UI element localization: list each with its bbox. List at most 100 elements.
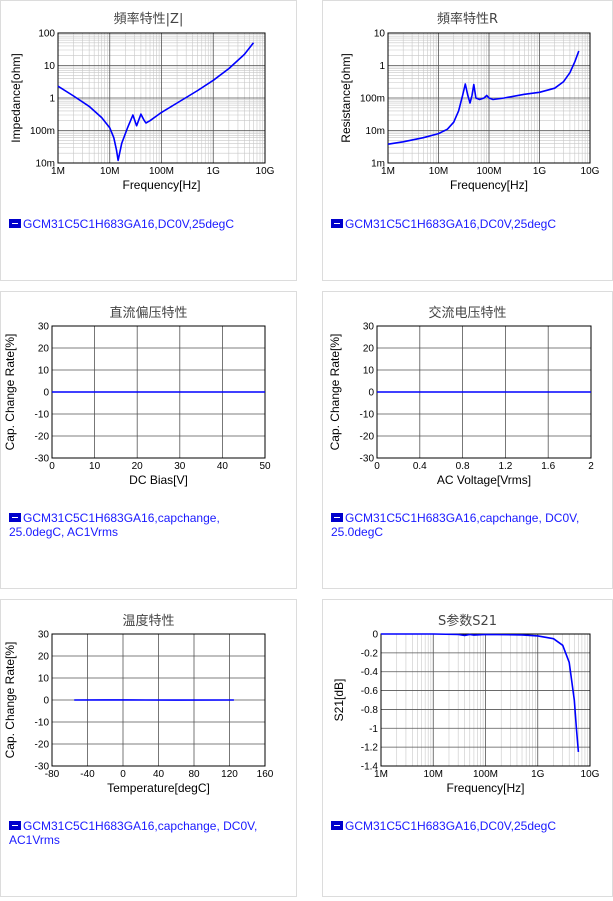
- x-tick-label: 10G: [256, 166, 275, 177]
- x-tick-label: 20: [132, 461, 144, 472]
- y-tick-label: 10: [38, 674, 50, 685]
- chart-r: 1M 10M 100M 1G 10G 1m 10m 100m 1 10 Frequency[Hz] R…: [339, 29, 600, 193]
- legend-s21[interactable]: GCM31C5C1H683GA16,DC0V,25degC: [331, 819, 556, 833]
- y-tick-label: -20: [35, 740, 50, 751]
- chart-z: 1M 10M 100M 1G 10G 10m 100m 1 10 100 Frequency[Hz]…: [9, 29, 275, 193]
- y-tick-label: 20: [38, 344, 50, 355]
- plot-frame: [57, 32, 266, 164]
- series-line: [387, 50, 580, 145]
- y-tick-label: 100m: [360, 94, 385, 105]
- y-tick-label: -0.6: [361, 686, 379, 697]
- x-tick-label: 100M: [476, 166, 501, 177]
- y-tick-label: 30: [38, 322, 50, 333]
- chart-s21: 1M 10M 100M 1G 10G 0 -0.2 -0.4 -0.6 -0.8 -1 -1.2 -1.…: [332, 630, 600, 796]
- y-tick-label: -1.2: [361, 743, 379, 754]
- y-axis-label: Cap. Change Rate[%]: [3, 334, 17, 451]
- y-tick-label: -0.4: [361, 667, 379, 678]
- y-axis-label: Cap. Change Rate[%]: [328, 334, 342, 451]
- legend-temp[interactable]: GCM31C5C1H683GA16,capchange, DC0V, AC1Vr…: [9, 819, 284, 847]
- x-tick-label: 10M: [100, 166, 119, 177]
- x-tick-label: 120: [221, 769, 238, 780]
- x-tick-label: 0.8: [456, 461, 470, 472]
- x-tick-label: 100M: [149, 166, 174, 177]
- x-tick-label: 10G: [581, 769, 600, 780]
- y-axis-label: Cap. Change Rate[%]: [3, 642, 17, 759]
- y-tick-label: -20: [35, 432, 50, 443]
- x-tick-label: 1G: [531, 769, 545, 780]
- y-tick-label: 0: [372, 630, 378, 641]
- chart-title: 頻率特性|Z|: [113, 12, 184, 27]
- x-tick-label: 100M: [473, 769, 498, 780]
- chart-dc: 0 10 20 30 40 50 30 20 10 0 -10 -20 -30 DC Bias[V] Cap…: [3, 322, 271, 488]
- legend-swatch-icon: [331, 821, 343, 830]
- y-tick-label: -30: [35, 454, 50, 465]
- x-tick-label: 1M: [381, 166, 395, 177]
- x-axis-label: AC Voltage[Vrms]: [437, 473, 531, 487]
- panel-dc: 直流偏压特性 0 10 20 30 40 50 30 20 10 0 -10 -20 -30 DC Bia…: [0, 291, 297, 589]
- x-tick-label: 50: [259, 461, 271, 472]
- x-axis-label: Frequency[Hz]: [450, 178, 528, 192]
- chart-title: 直流偏压特性: [109, 306, 188, 321]
- panel-temp: 温度特性 -80 -40 0 40 80 120 160 30 20 10 0 -10 -20 -30 Te…: [0, 599, 297, 897]
- x-tick-label: 10G: [581, 166, 600, 177]
- legend-dc[interactable]: GCM31C5C1H683GA16,capchange, 25.0degC, A…: [9, 511, 269, 539]
- chart-title: 温度特性: [122, 614, 175, 629]
- legend-swatch-icon: [331, 513, 343, 522]
- y-tick-label: 10m: [366, 126, 385, 137]
- legend-swatch-icon: [9, 513, 21, 522]
- x-tick-label: 10: [89, 461, 101, 472]
- x-tick-label: 10M: [424, 769, 443, 780]
- x-axis-label: Frequency[Hz]: [122, 178, 200, 192]
- x-tick-label: 2: [588, 461, 594, 472]
- y-tick-label: 0: [368, 388, 374, 399]
- legend-label: GCM31C5C1H683GA16,DC0V,25degC: [345, 217, 557, 231]
- legend-label: GCM31C5C1H683GA16,capchange, 25.0degC, A…: [9, 511, 220, 539]
- y-tick-label: -0.2: [361, 648, 379, 659]
- legend-label: GCM31C5C1H683GA16,DC0V,25degC: [345, 819, 557, 833]
- series-line: [381, 633, 580, 752]
- y-tick-label: 1: [379, 61, 385, 72]
- y-tick-label: 100: [38, 29, 55, 40]
- chart-title: 交流电压特性: [428, 306, 507, 321]
- chart-ac: 0 0.4 0.8 1.2 1.6 2 30 20 10 0 -10 -20 -30 AC Voltage…: [328, 322, 594, 488]
- x-axis-label: DC Bias[V]: [129, 473, 188, 487]
- y-tick-label: 100m: [30, 126, 55, 137]
- x-tick-label: 40: [217, 461, 229, 472]
- y-tick-label: -10: [360, 410, 375, 421]
- y-axis-label: S21[dB]: [332, 679, 346, 722]
- plot-frame: [51, 633, 266, 767]
- y-tick-label: -1: [369, 724, 378, 735]
- plot-frame: [387, 32, 591, 164]
- x-tick-label: 0: [49, 461, 55, 472]
- y-tick-label: 0: [43, 388, 49, 399]
- y-tick-label: -20: [360, 432, 375, 443]
- legend-ac[interactable]: GCM31C5C1H683GA16,capchange, DC0V, 25.0d…: [331, 511, 606, 539]
- y-tick-label: -30: [360, 454, 375, 465]
- x-tick-label: 1.6: [541, 461, 555, 472]
- legend-r[interactable]: GCM31C5C1H683GA16,DC0V,25degC: [331, 217, 556, 231]
- chart-title: S参数S21: [437, 614, 498, 629]
- x-tick-label: 1M: [51, 166, 65, 177]
- y-tick-label: -30: [35, 762, 50, 773]
- series-line: [57, 42, 255, 162]
- panel-s21: S参数S21 1M 10M 100M 1G 10G 0 -0.2 -0.4 -0.6 -0.8 -1…: [322, 599, 613, 897]
- y-tick-label: 10: [38, 366, 50, 377]
- x-tick-label: 30: [174, 461, 186, 472]
- x-tick-label: 0: [374, 461, 380, 472]
- x-tick-label: 10M: [429, 166, 448, 177]
- y-tick-label: 10: [44, 61, 56, 72]
- x-tick-label: 1.2: [498, 461, 512, 472]
- x-tick-label: 40: [153, 769, 165, 780]
- legend-z[interactable]: GCM31C5C1H683GA16,DC0V,25degC: [9, 217, 234, 231]
- x-tick-label: -80: [45, 769, 60, 780]
- legend-label: GCM31C5C1H683GA16,capchange, DC0V, AC1Vr…: [9, 819, 258, 847]
- y-tick-label: 1: [49, 94, 55, 105]
- panel-ac: 交流电压特性 0 0.4 0.8 1.2 1.6 2 30 20 10 0 -10 -20 -30 AC …: [322, 291, 613, 589]
- panel-z: 頻率特性|Z| 1M 10M 100M 1G 10G 10m 100m 1 10 100 Frequ…: [0, 0, 297, 281]
- x-tick-label: 0: [120, 769, 126, 780]
- x-axis-label: Temperature[degC]: [107, 781, 210, 795]
- legend-label: GCM31C5C1H683GA16,capchange, DC0V, 25.0d…: [331, 511, 580, 539]
- x-tick-label: 1G: [533, 166, 547, 177]
- y-tick-label: 30: [363, 322, 375, 333]
- y-tick-label: -10: [35, 718, 50, 729]
